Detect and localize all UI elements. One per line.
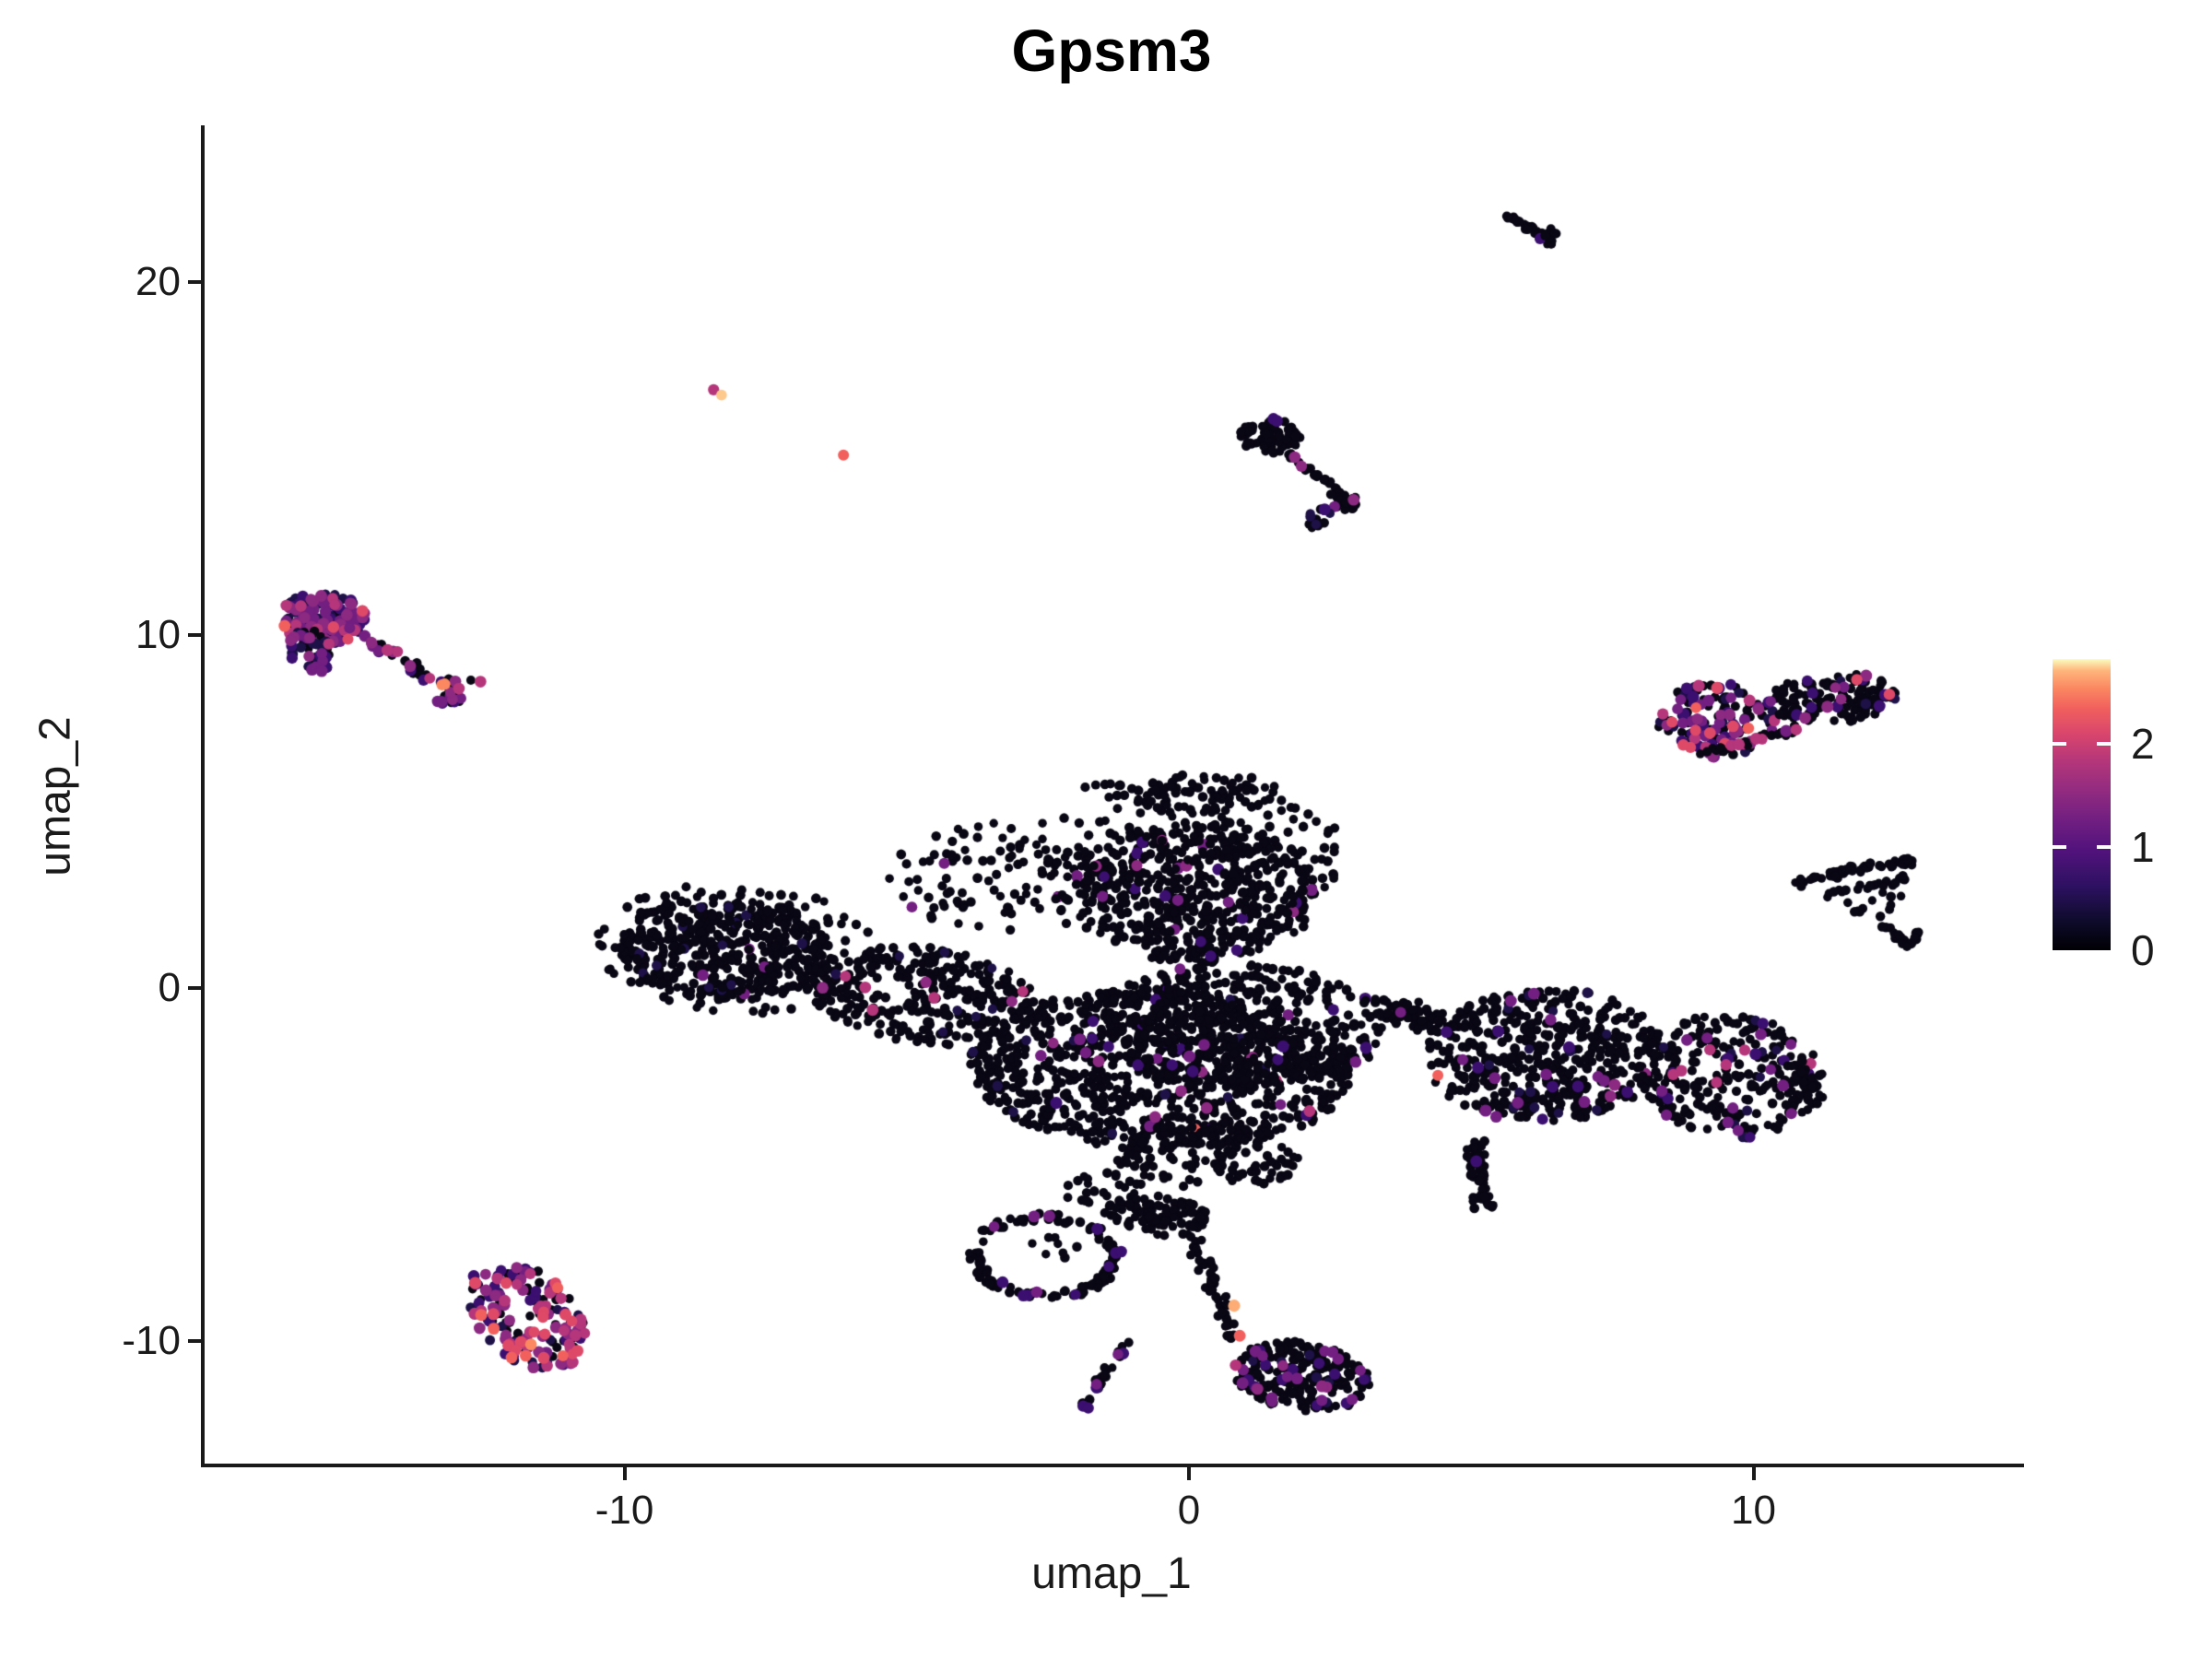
y-tick-label: -10	[122, 1318, 181, 1363]
colorbar-tick-label: 1	[2131, 822, 2155, 871]
x-axis-title: umap_1	[1031, 1549, 1192, 1598]
y-tick-mark	[188, 633, 201, 637]
y-tick-mark	[188, 1339, 201, 1343]
y-axis-title: umap_2	[30, 716, 80, 877]
x-tick-label: 10	[1731, 1488, 1776, 1533]
x-tick-label: 0	[1177, 1488, 1201, 1533]
y-tick-label: 0	[158, 965, 181, 1010]
y-tick-label: 10	[135, 612, 181, 657]
colorbar-tick-label: 0	[2131, 926, 2155, 974]
x-tick-mark	[622, 1467, 627, 1480]
colorbar-legend	[2053, 659, 2111, 950]
y-tick-label: 20	[135, 259, 181, 304]
y-axis-line	[201, 125, 205, 1467]
x-tick-mark	[1751, 1467, 1756, 1480]
x-tick-mark	[1187, 1467, 1191, 1480]
colorbar-tick-mark	[2053, 741, 2066, 746]
colorbar-tick-mark	[2097, 844, 2111, 849]
y-tick-mark	[188, 280, 201, 284]
colorbar-tick-label: 2	[2131, 719, 2155, 768]
y-tick-mark	[188, 986, 201, 990]
x-axis-line	[201, 1464, 2024, 1467]
x-tick-label: -10	[594, 1488, 654, 1533]
colorbar-tick-mark	[2053, 844, 2066, 849]
colorbar-tick-mark	[2097, 741, 2111, 746]
